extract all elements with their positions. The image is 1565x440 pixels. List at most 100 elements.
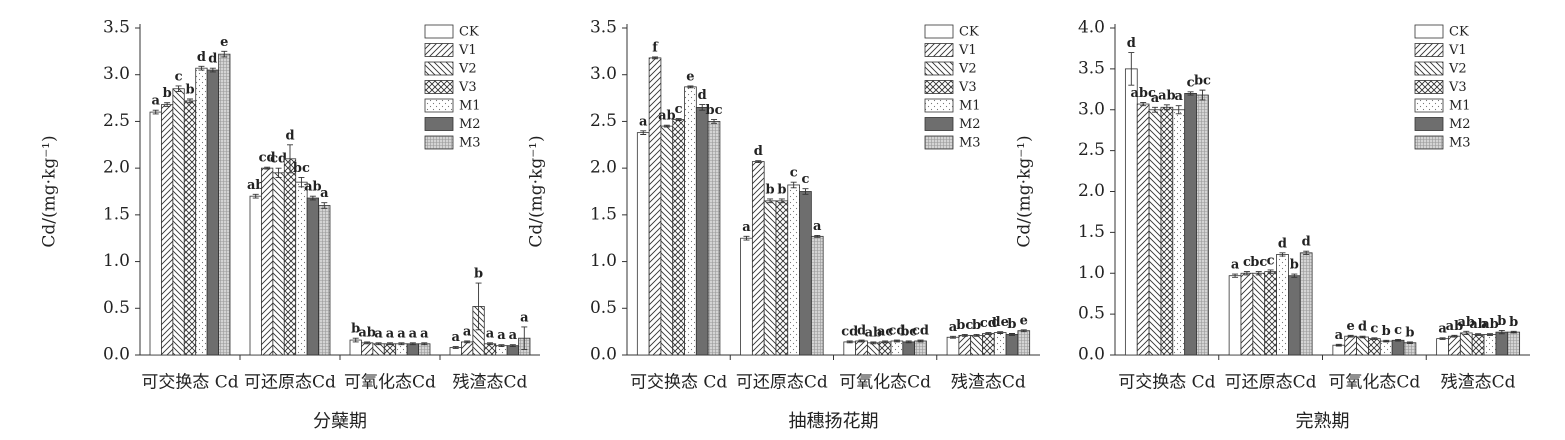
significance-letter: b [1509, 315, 1518, 330]
bar [914, 340, 927, 356]
significance-letter: d [1127, 36, 1136, 51]
legend-swatch [1414, 135, 1444, 150]
significance-letter: ac [877, 324, 893, 339]
error-bar [1395, 339, 1402, 342]
bar [787, 184, 800, 356]
error-bar [221, 50, 228, 58]
legend-label: V3 [1448, 80, 1467, 95]
bar [1391, 339, 1405, 356]
significance-letter: cd [980, 316, 997, 331]
error-bar [1463, 330, 1470, 336]
significance-letter: a [520, 310, 529, 325]
significance-letter: ab [247, 178, 265, 193]
error-bar [421, 342, 428, 346]
bar [1507, 331, 1521, 356]
significance-letter: e [1347, 319, 1355, 334]
error-bar [498, 344, 505, 348]
legend-label: CK [1449, 25, 1469, 40]
x-tick-label: 可交换态 Cd [1118, 373, 1215, 393]
error-bar [475, 282, 482, 331]
significance-letter: ab [1158, 88, 1176, 103]
error-bar [1140, 101, 1147, 107]
significance-letter: ab [865, 325, 883, 340]
bar [1471, 334, 1485, 356]
significance-letter: a [742, 220, 751, 235]
error-bar [790, 181, 797, 189]
x-tick-label: 可还原态Cd [736, 373, 828, 393]
significance-letter: c [802, 172, 810, 187]
bar [855, 340, 868, 356]
error-bar [949, 335, 956, 339]
error-bar [985, 332, 992, 335]
significance-letter: d [1278, 236, 1287, 251]
legend-swatch [924, 117, 954, 131]
significance-letter: bc [293, 161, 310, 176]
significance-letter: c [1187, 75, 1195, 90]
error-bar [1152, 106, 1159, 113]
significance-letter: cd [270, 152, 287, 167]
error-bar [1383, 339, 1390, 343]
legend-swatch [1414, 61, 1444, 76]
significance-letter: a [1231, 258, 1240, 273]
error-bar [858, 339, 865, 343]
error-bar [464, 340, 471, 344]
legend-swatch [924, 98, 954, 113]
error-bar [1335, 343, 1342, 347]
bar [206, 69, 219, 356]
legend-label: V2 [458, 62, 477, 77]
bar [418, 343, 431, 356]
bar [1228, 275, 1242, 356]
bar [183, 100, 197, 356]
bar [506, 345, 519, 356]
legend-label: V2 [958, 62, 977, 77]
error-bar [209, 67, 216, 73]
error-bar [1243, 271, 1250, 276]
significance-letter: a [1175, 89, 1184, 104]
legend-swatch [424, 43, 454, 57]
bar [958, 334, 972, 356]
significance-letter: b [185, 83, 194, 98]
error-bar [1406, 341, 1413, 345]
significance-letter: cd [888, 324, 905, 339]
bar [195, 67, 208, 356]
legend-label: M1 [959, 99, 981, 114]
bar [495, 345, 508, 356]
x-tick-label: 可氧化态Cd [344, 373, 436, 393]
legend-swatch [1414, 117, 1444, 131]
significance-letter: a [451, 330, 460, 345]
bar [878, 341, 892, 356]
bar [406, 343, 419, 356]
significance-letter: b [474, 267, 483, 282]
y-tick-label: 1.5 [103, 204, 130, 224]
significance-letter: b [163, 86, 172, 101]
significance-letter: b [1290, 258, 1299, 273]
error-bar [1175, 105, 1182, 115]
x-tick-label: 残渣态Cd [1441, 373, 1516, 393]
significance-letter: b [766, 182, 775, 197]
significance-letter: ab [1481, 317, 1499, 332]
x-tick-label: 可氧化态Cd [1328, 373, 1420, 393]
significance-letter: a [1151, 91, 1160, 106]
bar [1136, 103, 1150, 356]
error-bar [1020, 329, 1027, 333]
bar [751, 161, 765, 356]
significance-letter: a [397, 326, 406, 341]
significance-letter: ab [1458, 315, 1476, 330]
error-bar [509, 344, 516, 348]
bar [1148, 109, 1162, 356]
legend-label: V3 [458, 80, 477, 95]
y-tick-label: 3.0 [1078, 99, 1105, 119]
x-axis-title: 完熟期 [1296, 411, 1350, 432]
y-tick-label: 3.5 [1078, 58, 1105, 78]
significance-letter: cd [259, 151, 276, 166]
error-bar [917, 339, 924, 343]
legend-label: M2 [459, 117, 481, 132]
legend-label: M2 [1449, 117, 1471, 132]
y-tick-label: 3.0 [590, 64, 617, 84]
bar [993, 332, 1007, 356]
error-bar [321, 202, 328, 209]
y-axis-title: Cd/(mg·kg⁻¹) [40, 135, 60, 247]
bar [461, 341, 474, 356]
error-bar [1008, 333, 1015, 336]
x-axis-title: 分蘖期 [313, 411, 367, 432]
